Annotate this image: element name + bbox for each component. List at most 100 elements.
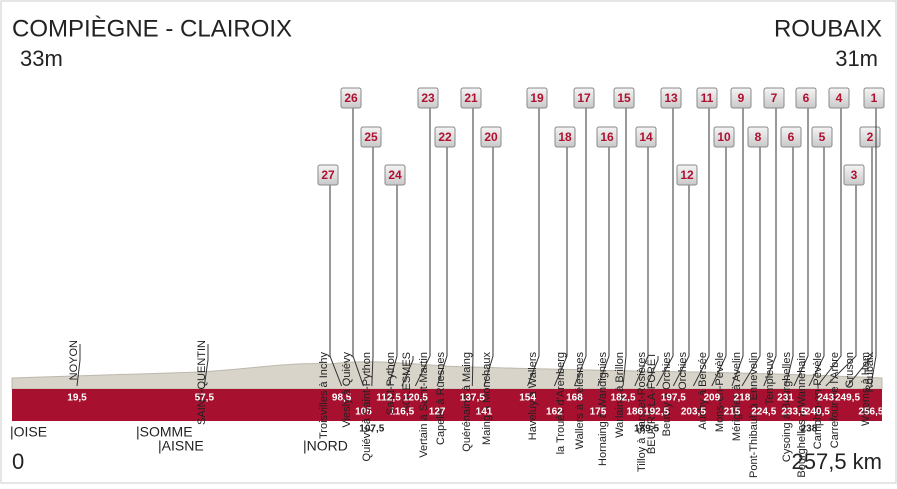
- km-label: 112,5: [376, 393, 401, 404]
- sector-line: [656, 108, 674, 387]
- sector-label: Willems à Hem: [860, 352, 872, 426]
- sector-label: Warlaing à Brillon: [614, 352, 626, 438]
- km-label: 233,5: [781, 407, 806, 418]
- region: |OISE: [10, 424, 47, 440]
- sector-line: [634, 147, 649, 387]
- sector-box: [747, 126, 769, 148]
- finish-town: ROUBAIX: [774, 15, 882, 42]
- sector-line: [483, 147, 494, 387]
- sector-label: Hornaing à Wandignies: [597, 352, 609, 466]
- km-label: 215: [724, 407, 741, 418]
- sector-box: [811, 126, 833, 148]
- total-km: 257,5 km: [792, 449, 883, 474]
- sector-box: [417, 87, 439, 109]
- km-label: 162: [546, 407, 563, 418]
- sector-line: [692, 108, 710, 387]
- town-label: NOYON: [68, 340, 80, 380]
- km-label: 203,5: [681, 407, 706, 418]
- sector-line: [622, 108, 627, 387]
- sector-label: Mérignies à Avelin: [731, 352, 743, 441]
- km-label: 256,5: [858, 407, 883, 418]
- sector-label: Orchies: [677, 352, 689, 390]
- km-label: 107,5: [359, 424, 384, 435]
- km-label: 231: [777, 393, 794, 404]
- km-label: 98,5: [332, 393, 352, 404]
- sector-label: Templeuve: [764, 352, 776, 405]
- sector-label: Beuvry à Orchies: [661, 352, 673, 437]
- sector-line: [785, 147, 794, 387]
- sector-number: 2: [867, 130, 874, 144]
- km-label: 168: [566, 393, 583, 404]
- sector-label: Haveluy à Wallers: [527, 352, 539, 441]
- km-label: 182,5: [611, 393, 636, 404]
- sector-box: [635, 126, 657, 148]
- sector-line: [793, 108, 809, 387]
- km-label: 238: [801, 424, 818, 435]
- sector-line: [436, 147, 448, 387]
- km-label: 249,5: [835, 393, 860, 404]
- sector-label: Bourghelles à Wannehain: [796, 352, 808, 478]
- sector-number: 1: [871, 91, 878, 105]
- sector-number: 25: [364, 130, 378, 144]
- sector-line: [731, 108, 744, 387]
- sector-number: 18: [558, 130, 572, 144]
- sector-line: [870, 108, 877, 387]
- sector-number: 9: [738, 91, 745, 105]
- sector-box: [360, 126, 382, 148]
- sector-line: [808, 147, 825, 387]
- km-label: 209: [703, 393, 720, 404]
- sector-label: Wallers à Hélesmes: [574, 352, 586, 450]
- sector-line: [329, 185, 343, 387]
- sector-line: [527, 108, 540, 387]
- sector-number: 15: [617, 91, 631, 105]
- km-label: 127: [429, 407, 446, 418]
- km-label: 19,5: [67, 393, 87, 404]
- km-label: 243: [817, 393, 834, 404]
- sector-label: Maing à Monchaux: [481, 352, 493, 445]
- km-label: 141: [476, 407, 493, 418]
- km-label: 189,5: [634, 424, 659, 435]
- sector-line: [847, 147, 873, 387]
- sector-label: Saint-Python: [385, 352, 397, 415]
- sector-number: 22: [438, 130, 452, 144]
- sector-number: 17: [577, 91, 591, 105]
- sector-label: Pont-Thibault à Ennevelin: [748, 352, 760, 478]
- sector-box: [780, 126, 802, 148]
- sector-line: [352, 108, 364, 387]
- sector-box: [434, 126, 456, 148]
- sector-label: la Trouée d'Arenberg: [555, 352, 567, 454]
- km-label: 175: [590, 407, 607, 418]
- start-altitude: 33m: [20, 46, 63, 71]
- km-label: 154: [519, 393, 536, 404]
- sector-box: [613, 87, 635, 109]
- sector-box: [526, 87, 548, 109]
- sector-label: Mons-en-Pévèle: [714, 352, 726, 432]
- sector-label: Auchy à Bersée: [697, 352, 709, 430]
- km-label: 224,5: [751, 407, 776, 418]
- sector-box: [863, 87, 885, 109]
- sector-line: [388, 185, 398, 387]
- start-km: 0: [12, 449, 24, 474]
- sector-box: [384, 164, 406, 186]
- sector-box: [828, 87, 850, 109]
- sector-label: Cysoing à Bourghelles: [781, 352, 793, 463]
- sector-number: 5: [819, 130, 826, 144]
- sector-box: [676, 164, 698, 186]
- start-town: COMPIÈGNE - CLAIROIX: [12, 15, 292, 42]
- sector-number: 11: [701, 91, 714, 105]
- region: |NORD: [303, 438, 348, 454]
- sector-label: Vertain à Saint-Martin: [418, 352, 430, 458]
- sector-line: [825, 185, 857, 387]
- sector-number: 13: [664, 91, 678, 105]
- sector-number: 24: [388, 168, 402, 182]
- town-label: BEUVRY-LA-FORÊT: [645, 352, 658, 454]
- sector-number: 16: [600, 130, 614, 144]
- sector-box: [795, 87, 817, 109]
- sector-label: Camphin-en-Pévèle: [812, 352, 824, 449]
- sector-box: [763, 87, 785, 109]
- sector-label: Carrefour de l'Arbre: [829, 352, 841, 448]
- sector-box: [317, 164, 339, 186]
- sector-number: 4: [836, 91, 843, 105]
- sector-label: Capelle à Ruesnes: [435, 352, 447, 445]
